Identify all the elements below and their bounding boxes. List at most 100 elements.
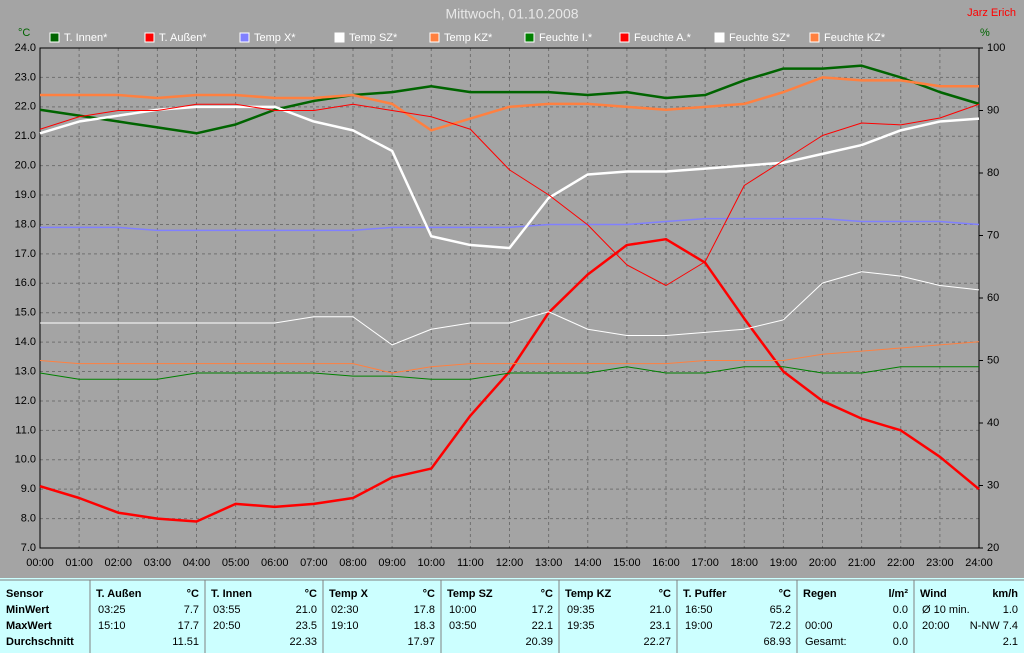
column-unit: °C <box>659 588 671 600</box>
table-cell: 23.1 <box>650 620 671 632</box>
table-cell: 1.0 <box>1003 604 1018 616</box>
table-cell: 17.8 <box>414 604 435 616</box>
y-tick-label: 13.0 <box>15 365 36 377</box>
series-line <box>40 217 980 232</box>
table-cell: 11.51 <box>172 636 199 648</box>
x-tick-label: 09:00 <box>378 557 406 569</box>
x-tick-label: 02:00 <box>104 557 132 569</box>
x-tick-label: 01:00 <box>65 557 93 569</box>
series-line <box>39 103 980 286</box>
y-tick-label: 7.0 <box>21 542 36 554</box>
legend-swatch <box>239 32 250 43</box>
table-cell: 15:10 <box>98 620 126 632</box>
y2-tick-label: 20 <box>987 542 999 554</box>
y-tick-label: 24.0 <box>15 42 36 54</box>
column-unit: °C <box>779 588 791 600</box>
table-cell: 7.7 <box>184 604 199 616</box>
table-cell: 22.33 <box>289 636 317 648</box>
series-line <box>39 366 979 380</box>
x-tick-label: 19:00 <box>770 557 798 569</box>
table-cell: 20.39 <box>525 636 553 648</box>
y-tick-label: 18.0 <box>15 218 36 230</box>
legend-label: T. Innen* <box>64 32 108 44</box>
y2-tick-label: 100 <box>987 42 1005 54</box>
author: Jarz Erich <box>967 7 1016 19</box>
series-line <box>39 105 980 250</box>
table-cell: 65.2 <box>770 604 791 616</box>
y2-tick-label: 40 <box>987 417 999 429</box>
y-tick-label: 22.0 <box>15 101 36 113</box>
row-label: Durchschnitt <box>6 636 74 648</box>
table-cell: 22.27 <box>643 636 671 648</box>
table-cell: 20:00 <box>922 620 950 632</box>
table-cell: 68.93 <box>763 636 791 648</box>
legend-swatch <box>334 32 345 43</box>
y-tick-label: 21.0 <box>15 130 36 142</box>
table-cell: 02:30 <box>331 604 359 616</box>
table-cell: 21.0 <box>650 604 671 616</box>
y-axis-label: °C <box>18 27 30 39</box>
column-unit: km/h <box>992 588 1018 600</box>
x-tick-label: 22:00 <box>887 557 915 569</box>
legend-swatch <box>809 32 820 43</box>
x-tick-label: 08:00 <box>339 557 367 569</box>
y-tick-label: 19.0 <box>15 189 36 201</box>
column-header: T. Puffer <box>683 588 727 600</box>
x-tick-label: 06:00 <box>261 557 289 569</box>
y2-tick-label: 80 <box>987 167 999 179</box>
row-label: MinWert <box>6 604 50 616</box>
column-unit: °C <box>305 588 317 600</box>
table-cell: 20:50 <box>213 620 241 632</box>
table-cell: 23.5 <box>296 620 317 632</box>
y-tick-label: 23.0 <box>15 71 36 83</box>
table-cell: 16:50 <box>685 604 713 616</box>
y-tick-label: 15.0 <box>15 307 36 319</box>
table-cell: 0.0 <box>893 604 908 616</box>
legend-label: Temp X* <box>254 32 296 44</box>
table-cell: 17.2 <box>532 604 553 616</box>
table-cell: 19:35 <box>567 620 595 632</box>
series-line <box>39 64 980 135</box>
table-cell: 72.2 <box>770 620 791 632</box>
x-tick-label: 07:00 <box>300 557 328 569</box>
legend-swatch <box>144 32 155 43</box>
table-corner: Sensor <box>6 588 44 600</box>
y-tick-label: 20.0 <box>15 160 36 172</box>
y2-tick-label: 90 <box>987 104 999 116</box>
x-tick-label: 04:00 <box>183 557 211 569</box>
x-tick-label: 14:00 <box>574 557 602 569</box>
column-header: Temp X <box>329 588 369 600</box>
series-line <box>39 237 980 523</box>
column-header: Regen <box>803 588 837 600</box>
series-line <box>39 341 980 374</box>
x-tick-label: 24:00 <box>965 557 993 569</box>
table-cell: 03:50 <box>449 620 477 632</box>
column-unit: °C <box>187 588 199 600</box>
legend-swatch <box>524 32 535 43</box>
legend-label: Feuchte I.* <box>539 32 593 44</box>
x-tick-label: 20:00 <box>809 557 837 569</box>
legend-label: Temp SZ* <box>349 32 398 44</box>
legend-swatch <box>49 32 60 43</box>
x-tick-label: 12:00 <box>496 557 524 569</box>
x-tick-label: 15:00 <box>613 557 641 569</box>
chart-background <box>0 0 1024 578</box>
table-cell: 17.7 <box>178 620 199 632</box>
row-label: MaxWert <box>6 620 52 632</box>
legend-label: Feuchte SZ* <box>729 32 791 44</box>
table-cell: 10:00 <box>449 604 477 616</box>
y-tick-label: 12.0 <box>15 395 36 407</box>
table-cell: 0.0 <box>893 636 908 648</box>
x-tick-label: 11:00 <box>457 557 484 569</box>
column-unit: °C <box>541 588 553 600</box>
x-tick-label: 00:00 <box>26 557 54 569</box>
legend-label: Feuchte A.* <box>634 32 692 44</box>
x-tick-label: 23:00 <box>926 557 954 569</box>
column-unit: l/m² <box>888 588 908 600</box>
y-tick-label: 14.0 <box>15 336 36 348</box>
legend-label: Temp KZ* <box>444 32 493 44</box>
y-tick-label: 8.0 <box>21 512 36 524</box>
y-tick-label: 16.0 <box>15 277 36 289</box>
y2-tick-label: 50 <box>987 354 999 366</box>
table-cell: 03:25 <box>98 604 126 616</box>
